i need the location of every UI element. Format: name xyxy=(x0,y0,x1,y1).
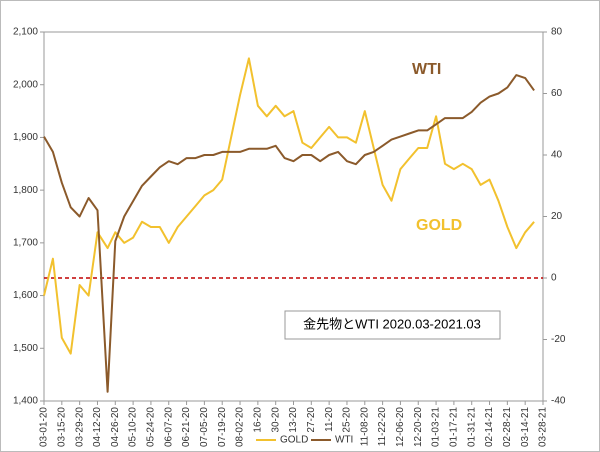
x-tick-label: 08-16-20 xyxy=(252,407,263,447)
x-tick-label: 04-26-20 xyxy=(110,407,121,447)
y2-tick-label: 0 xyxy=(551,273,557,284)
legend-label: WTI xyxy=(335,435,353,446)
y2-tick-label: -40 xyxy=(551,396,566,407)
x-tick-label: 09-27-20 xyxy=(306,407,317,447)
x-tick-label: 05-24-20 xyxy=(146,407,157,447)
x-tick-label: 03-15-20 xyxy=(56,407,67,447)
x-tick-label: 06-07-20 xyxy=(163,407,174,447)
x-tick-label: 01-03-21 xyxy=(431,407,442,447)
x-tick-label: 03-28-21 xyxy=(538,407,549,447)
legend-label: GOLD xyxy=(280,435,308,446)
x-tick-label: 12-20-20 xyxy=(413,407,424,447)
annotation-box xyxy=(284,310,501,340)
x-tick-label: 03-01-20 xyxy=(39,407,50,447)
y2-tick-label: 80 xyxy=(551,27,563,38)
y-tick-label: 1,400 xyxy=(13,396,38,407)
x-tick-label: 08-30-20 xyxy=(270,407,281,447)
y-tick-label: 2,000 xyxy=(13,79,38,90)
x-tick-label: 08-02-20 xyxy=(235,407,246,447)
y2-tick-label: 20 xyxy=(551,211,563,222)
x-tick-label: 06-21-20 xyxy=(181,407,192,447)
legend-box xyxy=(250,432,360,448)
series-line xyxy=(43,74,535,393)
x-tick-label: 07-19-20 xyxy=(217,407,228,447)
legend: GOLD WTI xyxy=(250,432,360,448)
x-tick-label: 01-17-21 xyxy=(449,407,460,447)
x-tick-label: 07-05-20 xyxy=(199,407,210,447)
x-tick-label: 10-11-20 xyxy=(324,407,335,447)
x-tick-label: 10-25-20 xyxy=(342,407,353,447)
annotation: GOLD xyxy=(416,217,462,234)
x-tick-label: 02-14-21 xyxy=(484,407,495,447)
y2-tick-label: 40 xyxy=(551,150,563,161)
x-tick-label: 05-10-20 xyxy=(128,407,139,447)
x-tick-label: 03-14-21 xyxy=(520,407,531,447)
y-tick-label: 1,600 xyxy=(13,290,38,301)
y-tick-label: 1,700 xyxy=(13,237,38,248)
y-tick-label: 1,500 xyxy=(13,343,38,354)
y-tick-label: 1,900 xyxy=(13,132,38,143)
x-tick-label: 11-22-20 xyxy=(377,407,388,447)
x-tick-label: 11-08-20 xyxy=(359,407,370,447)
y-tick-label: 2,100 xyxy=(13,27,38,38)
x-tick-label: 12-06-20 xyxy=(395,407,406,447)
annotation: 金先物とWTI 2020.03-2021.03 xyxy=(303,316,481,331)
x-tick-label: 09-13-20 xyxy=(288,407,299,447)
y2-tick-label: 60 xyxy=(551,88,563,99)
x-tick-label: 01-31-21 xyxy=(466,407,477,447)
series-line xyxy=(43,57,535,355)
x-tick-label: 04-12-20 xyxy=(92,407,103,447)
x-tick-label: 02-28-21 xyxy=(502,407,513,447)
x-tick-label: 03-29-20 xyxy=(74,407,85,447)
y2-tick-label: -20 xyxy=(551,334,566,345)
y-tick-label: 1,800 xyxy=(13,185,38,196)
annotation: WTI xyxy=(412,61,441,78)
